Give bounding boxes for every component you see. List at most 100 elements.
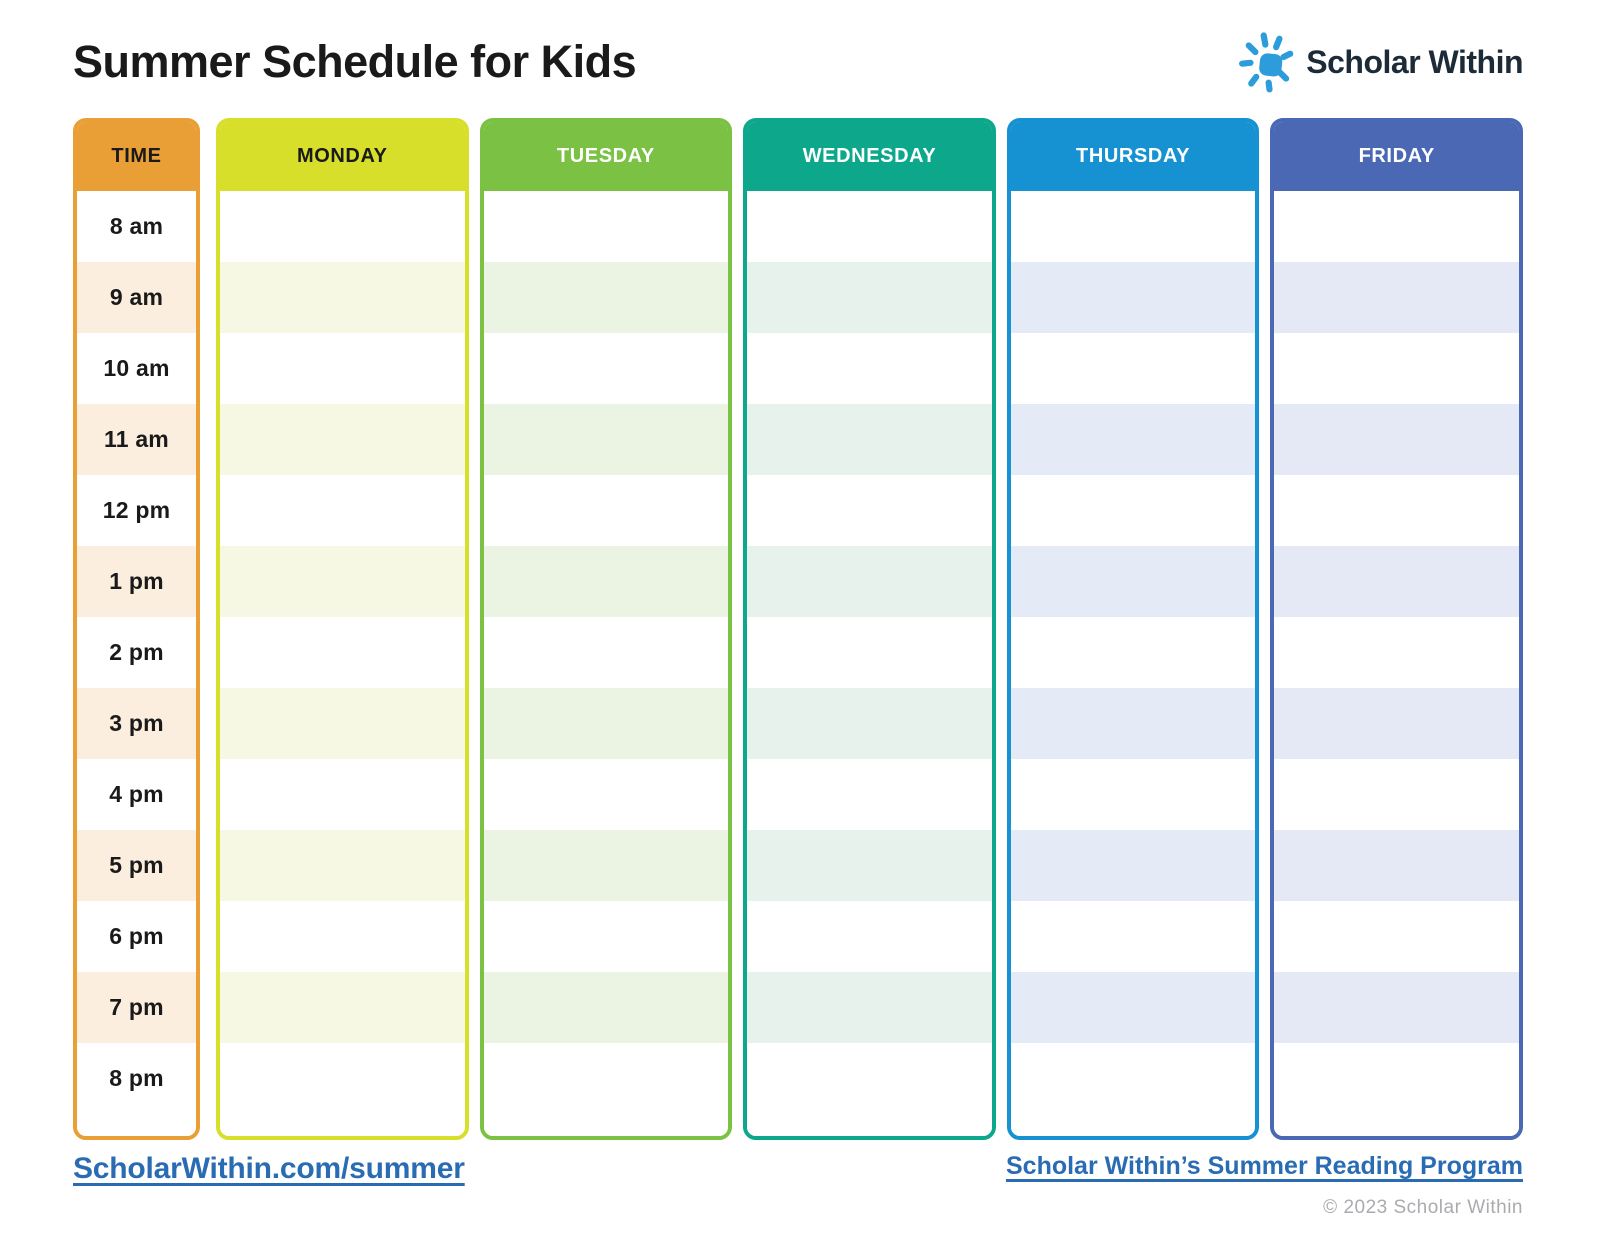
- time-slot-12-pm: 12 pm: [77, 475, 196, 546]
- schedule-cell-wednesday-1-pm: [747, 546, 992, 617]
- day-column-friday: FRIDAY: [1270, 118, 1523, 1140]
- schedule-cell-tuesday-10-am: [484, 333, 729, 404]
- topbar: Summer Schedule for Kids: [73, 0, 1523, 118]
- schedule-cell-wednesday-5-pm: [747, 830, 992, 901]
- schedule-cell-tuesday-2-pm: [484, 617, 729, 688]
- footer-left: ScholarWithin.com/summer: [73, 1152, 465, 1186]
- schedule-cell-wednesday-12-pm: [747, 475, 992, 546]
- schedule-cell-wednesday-9-am: [747, 262, 992, 333]
- copyright: © 2023 Scholar Within: [1323, 1197, 1523, 1218]
- thursday-column-header: THURSDAY: [1010, 122, 1256, 191]
- time-slot-10-am: 10 am: [77, 333, 196, 404]
- monday-column-header: MONDAY: [220, 122, 465, 191]
- schedule-cell-friday-8-am: [1274, 191, 1519, 262]
- time-slot-7-pm: 7 pm: [77, 972, 196, 1043]
- time-label: 9 am: [109, 284, 164, 310]
- footer: ScholarWithin.com/summer Scholar Within’…: [73, 1140, 1523, 1219]
- time-column-header: TIME: [77, 122, 196, 191]
- time-slot-6-pm: 6 pm: [77, 901, 196, 972]
- schedule-cell-thursday-3-pm: [1010, 688, 1256, 759]
- column-bottom-spacer: [220, 1114, 465, 1136]
- day-column-monday: MONDAY: [216, 118, 469, 1140]
- schedule-cell-tuesday-8-am: [484, 191, 729, 262]
- schedule-cell-monday-9-am: [220, 262, 465, 333]
- schedule-cell-thursday-5-pm: [1010, 830, 1256, 901]
- schedule-cell-tuesday-11-am: [483, 404, 729, 475]
- day-column-tuesday: TUESDAY: [479, 118, 733, 1140]
- time-label: 11 am: [104, 426, 169, 452]
- schedule-cell-tuesday-6-pm: [484, 901, 729, 972]
- time-label: 7 pm: [109, 994, 164, 1020]
- schedule-cell-tuesday-4-pm: [484, 759, 729, 830]
- schedule-cell-monday-5-pm: [220, 830, 465, 901]
- schedule-cell-wednesday-3-pm: [747, 688, 992, 759]
- schedule-cell-monday-1-pm: [220, 546, 465, 617]
- time-label: 4 pm: [109, 781, 164, 807]
- time-slot-8-am: 8 am: [77, 191, 196, 262]
- scholar-within-logo: Scholar Within: [1238, 31, 1523, 93]
- schedule-cell-thursday-11-am: [1010, 404, 1256, 475]
- schedule-cell-wednesday-10-am: [747, 333, 992, 404]
- schedule-cell-wednesday-6-pm: [747, 901, 992, 972]
- schedule-cell-tuesday-1-pm: [483, 546, 729, 617]
- sun-icon: [1238, 31, 1296, 93]
- time-label: 12 pm: [102, 497, 171, 523]
- schedule-cell-monday-8-am: [220, 191, 465, 262]
- schedule-cell-wednesday-8-am: [747, 191, 992, 262]
- schedule-cell-friday-5-pm: [1274, 830, 1519, 901]
- time-label: 3 pm: [109, 710, 164, 736]
- logo-wordmark: Scholar Within: [1306, 43, 1523, 80]
- schedule-cell-friday-7-pm: [1274, 972, 1519, 1043]
- time-label: 6 pm: [109, 923, 164, 949]
- schedule-cell-tuesday-3-pm: [483, 688, 729, 759]
- time-slot-9-am: 9 am: [77, 262, 196, 333]
- schedule-cell-thursday-9-am: [1010, 262, 1256, 333]
- time-label: 2 pm: [109, 639, 164, 665]
- time-slot-8-pm: 8 pm: [77, 1043, 196, 1114]
- page-title: Summer Schedule for Kids: [73, 36, 637, 87]
- schedule-cell-tuesday-7-pm: [483, 972, 729, 1043]
- time-slot-3-pm: 3 pm: [77, 688, 196, 759]
- schedule-cell-thursday-8-am: [1011, 191, 1256, 262]
- scholarwithin-summer-link[interactable]: ScholarWithin.com/summer: [73, 1152, 465, 1185]
- schedule-cell-monday-11-am: [220, 404, 465, 475]
- schedule-cell-friday-1-pm: [1274, 546, 1519, 617]
- schedule-cell-friday-6-pm: [1274, 901, 1519, 972]
- time-slot-1-pm: 1 pm: [77, 546, 196, 617]
- schedule-cell-friday-8-pm: [1274, 1043, 1519, 1114]
- schedule-cell-friday-3-pm: [1274, 688, 1519, 759]
- schedule-cell-monday-3-pm: [220, 688, 465, 759]
- schedule-cell-tuesday-8-pm: [484, 1043, 729, 1114]
- schedule-cell-wednesday-11-am: [747, 404, 992, 475]
- column-bottom-spacer: [77, 1114, 196, 1136]
- column-bottom-spacer: [483, 1114, 729, 1136]
- column-bottom-spacer: [1010, 1114, 1256, 1136]
- time-column: TIME 8 am 9 am 10 am 11 am 12 pm 1 pm 2 pm 3 pm 4…: [73, 118, 200, 1140]
- schedule-cell-friday-12-pm: [1274, 475, 1519, 546]
- schedule-cell-friday-2-pm: [1274, 617, 1519, 688]
- summer-reading-program-link[interactable]: Scholar Within’s Summer Reading Program: [1005, 1152, 1523, 1180]
- schedule-cell-monday-6-pm: [220, 901, 465, 972]
- schedule-cell-wednesday-7-pm: [747, 972, 992, 1043]
- schedule-cell-thursday-10-am: [1011, 333, 1256, 404]
- schedule-cell-monday-4-pm: [220, 759, 465, 830]
- schedule-cell-monday-10-am: [220, 333, 465, 404]
- schedule-cell-friday-4-pm: [1274, 759, 1519, 830]
- time-slot-5-pm: 5 pm: [77, 830, 196, 901]
- schedule-cell-thursday-12-pm: [1011, 475, 1256, 546]
- schedule-cell-thursday-8-pm: [1011, 1043, 1256, 1114]
- schedule-cell-thursday-7-pm: [1010, 972, 1256, 1043]
- schedule-cell-thursday-4-pm: [1011, 759, 1256, 830]
- schedule-cell-monday-7-pm: [220, 972, 465, 1043]
- tuesday-column-header: TUESDAY: [483, 122, 729, 191]
- footer-right: Scholar Within’s Summer Reading Program …: [1006, 1152, 1523, 1219]
- schedule-cell-friday-11-am: [1274, 404, 1519, 475]
- day-column-thursday: THURSDAY: [1006, 118, 1260, 1140]
- time-slot-2-pm: 2 pm: [77, 617, 196, 688]
- time-slot-4-pm: 4 pm: [77, 759, 196, 830]
- time-slot-11-am: 11 am: [77, 404, 196, 475]
- time-label: 1 pm: [109, 568, 164, 594]
- time-label: 5 pm: [109, 852, 164, 878]
- schedule-cell-thursday-2-pm: [1011, 617, 1256, 688]
